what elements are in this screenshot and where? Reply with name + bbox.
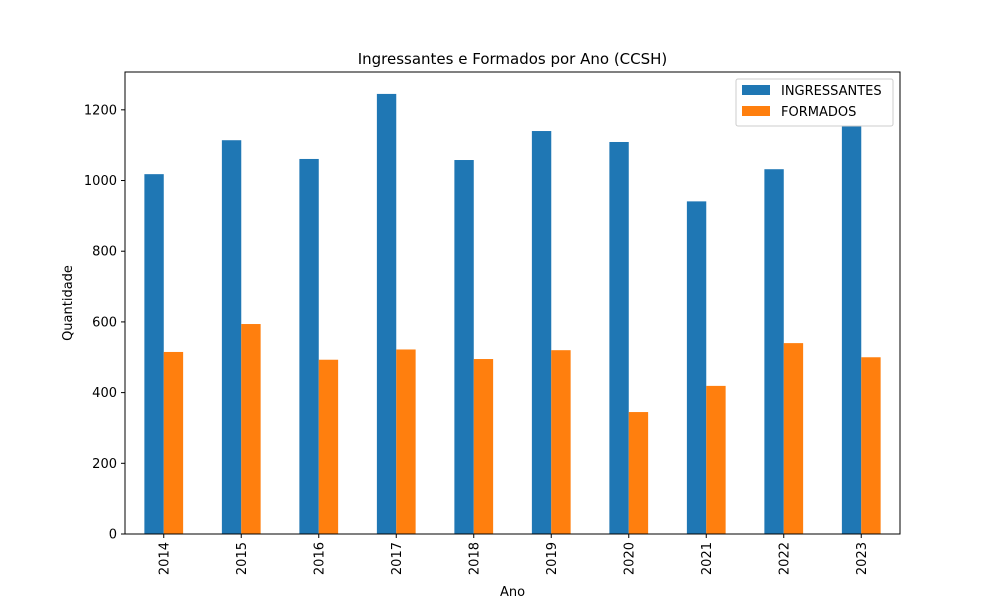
bar-ingressantes-2016 (299, 158, 319, 534)
x-tick-label: 2014 (157, 542, 172, 575)
bar-formados-2014 (163, 351, 184, 534)
legend-label-formados: FORMADOS (781, 105, 856, 120)
x-tick-label: 2018 (467, 542, 482, 575)
y-tick-label: 200 (92, 457, 117, 472)
y-tick-label: 800 (92, 245, 117, 260)
bar-formados-2016 (318, 359, 339, 534)
x-axis: 2014 2015 2016 2017 2018 2019 2020 2021 2022 2023 (157, 534, 870, 575)
x-tick-label: 2022 (777, 542, 792, 575)
bar-ingressantes-2023 (841, 125, 862, 534)
legend-swatch-ingressantes (742, 85, 770, 95)
bar-formados-2021 (706, 385, 726, 534)
x-tick-label: 2021 (700, 542, 715, 575)
y-axis: 0 200 400 600 800 1000 1200 (84, 103, 125, 543)
y-tick-label: 1000 (84, 174, 117, 189)
bar-ingressantes-2020 (609, 141, 629, 535)
bar-ingressantes-2018 (454, 160, 474, 534)
x-tick-label: 2015 (235, 542, 250, 575)
bar-formados-2015 (241, 324, 261, 534)
bar-ingressantes-2022 (764, 169, 784, 534)
bar-formados-2018 (473, 359, 494, 534)
plot-frame (124, 71, 901, 535)
x-axis-title: Ano (500, 585, 525, 600)
bar-formados-2020 (628, 412, 649, 534)
legend-frame (735, 78, 894, 127)
legend-label-ingressantes: INGRESSANTES (781, 84, 882, 99)
x-tick-label: 2023 (855, 542, 870, 575)
x-tick-label: 2019 (545, 542, 560, 575)
y-tick-label: 0 (109, 528, 117, 543)
bar-formados-2019 (551, 350, 571, 534)
x-tick-label: 2017 (390, 542, 405, 575)
bar-ingressantes-2017 (376, 93, 397, 535)
bars-group (144, 93, 881, 535)
y-tick-label: 400 (92, 386, 117, 401)
legend-swatch-formados (742, 106, 770, 116)
chart-title: Ingressantes e Formados por Ano (CCSH) (358, 50, 668, 68)
legend: INGRESSANTES FORMADOS (735, 78, 894, 127)
y-tick-label: 600 (92, 315, 117, 330)
y-tick-label: 1200 (84, 103, 117, 118)
bar-formados-2017 (396, 349, 416, 534)
y-axis-title: Quantidade (61, 265, 76, 341)
x-tick-label: 2016 (312, 542, 327, 575)
bar-ingressantes-2015 (221, 140, 242, 534)
bar-ingressantes-2014 (144, 174, 164, 534)
bar-formados-2023 (861, 357, 881, 534)
bar-ingressantes-2019 (531, 131, 552, 534)
x-tick-label: 2020 (622, 542, 637, 575)
bar-formados-2022 (783, 343, 804, 534)
bar-ingressantes-2021 (686, 201, 707, 534)
